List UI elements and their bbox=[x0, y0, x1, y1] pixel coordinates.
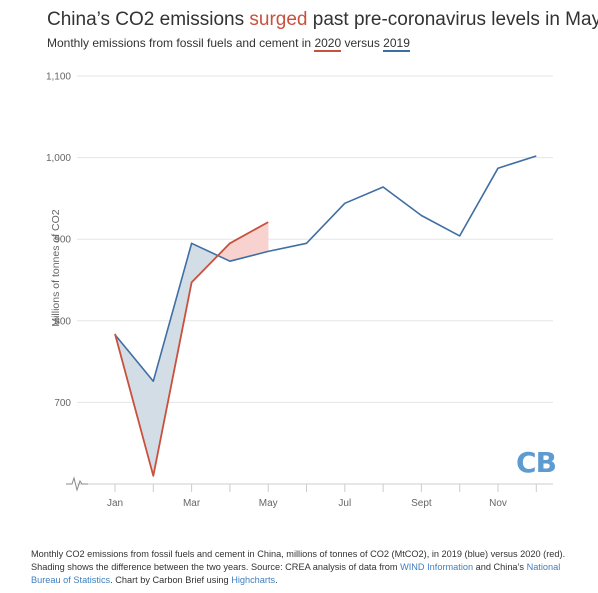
x-tick-label: Jul bbox=[338, 498, 351, 509]
title-highlight: surged bbox=[249, 9, 308, 30]
x-tick-label: Nov bbox=[489, 498, 507, 509]
wind-information-link[interactable]: WIND Information bbox=[400, 562, 474, 572]
subtitle-start: Monthly emissions from fossil fuels and … bbox=[47, 36, 315, 50]
y-tick-label: 1,100 bbox=[46, 72, 71, 83]
legend-2020: 2020 bbox=[314, 36, 342, 52]
y-tick-label: 900 bbox=[54, 235, 71, 246]
difference-area bbox=[229, 221, 269, 262]
axis-break-icon bbox=[66, 476, 88, 492]
emissions-chart: 700 800 900 1,000 1,100 Jan Mar May Jul Sept Nov M… bbox=[46, 72, 557, 510]
x-tick-label: May bbox=[259, 498, 278, 509]
caption-text-2: and China’s bbox=[473, 562, 527, 572]
national-bureau-link[interactable]: National Bureau of Statistics bbox=[31, 562, 561, 585]
chart-caption: Monthly CO2 emissions from fossil fuels … bbox=[31, 548, 591, 587]
y-axis-title: Millions of tonnes of CO2 bbox=[50, 209, 62, 326]
difference-shading bbox=[114, 221, 269, 476]
caption-text-1: Monthly CO2 emissions from fossil fuels … bbox=[31, 549, 566, 572]
subtitle-versus: versus bbox=[341, 36, 384, 50]
grid-lines bbox=[77, 75, 553, 403]
caption-text-3: . Chart by Carbon Brief using bbox=[110, 575, 232, 585]
y-tick-label: 700 bbox=[54, 398, 71, 409]
caption-text-4: . bbox=[275, 575, 278, 585]
highcharts-link[interactable]: Highcharts bbox=[231, 575, 276, 585]
chart-title: China’s CO2 emissions surged past pre-co… bbox=[47, 9, 598, 31]
x-tick-label: Mar bbox=[183, 498, 201, 509]
chart-subtitle: Monthly emissions from fossil fuels and … bbox=[47, 36, 410, 52]
legend-2019: 2019 bbox=[383, 36, 410, 52]
series-2020-line bbox=[114, 221, 269, 477]
series-lines bbox=[114, 155, 537, 477]
title-start: China’s CO2 emissions bbox=[47, 9, 250, 30]
series-2019-line bbox=[114, 155, 537, 382]
title-end: past pre-coronavirus levels in May bbox=[307, 9, 598, 30]
y-tick-label: 1,000 bbox=[46, 153, 71, 164]
x-tick-label: Sept bbox=[411, 498, 432, 509]
y-tick-label: 800 bbox=[54, 316, 71, 327]
carbon-brief-logo: CB bbox=[516, 446, 556, 479]
axes: 700 800 900 1,000 1,100 Jan Mar May Jul Sept Nov bbox=[46, 72, 553, 509]
x-tick-label: Jan bbox=[107, 498, 123, 509]
